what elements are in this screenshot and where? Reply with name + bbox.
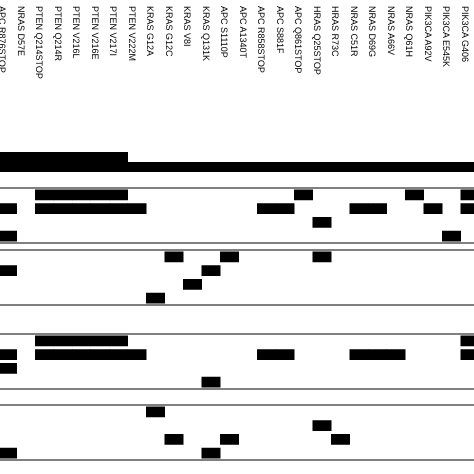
mutation-cell xyxy=(349,203,369,214)
mutation-cell xyxy=(35,335,54,347)
mutation-cell xyxy=(312,420,332,431)
mutation-cell xyxy=(312,251,332,263)
mutation-cell xyxy=(368,349,387,360)
mutation-cell xyxy=(201,265,221,276)
mutation-cell xyxy=(109,203,128,214)
mutation-cell xyxy=(257,349,276,360)
summary-bar-segment xyxy=(0,152,17,164)
summary-bar-segment xyxy=(72,152,91,164)
mutation-cell xyxy=(90,349,110,360)
mutation-cell xyxy=(0,265,17,276)
mutation-cell xyxy=(35,203,54,214)
summary-bar-baseline xyxy=(0,162,474,172)
mutation-cell xyxy=(35,349,54,360)
mutation-cell xyxy=(72,203,91,214)
mutation-cell xyxy=(109,349,128,360)
mutation-cell xyxy=(53,189,73,201)
mutation-cell xyxy=(90,203,110,214)
mutation-cell xyxy=(72,189,91,201)
mutation-cell xyxy=(0,349,17,360)
mutation-cell xyxy=(368,203,387,214)
mutation-cell xyxy=(460,349,474,360)
summary-bar-segment xyxy=(35,152,54,164)
summary-bar-segment xyxy=(16,152,36,164)
mutation-cell xyxy=(127,349,147,360)
mutation-cell xyxy=(312,217,332,228)
summary-bar-segment xyxy=(90,152,110,164)
mutation-cell xyxy=(423,203,443,214)
mutation-cell xyxy=(146,292,165,304)
mutation-cell xyxy=(201,376,221,388)
summary-bar-segment xyxy=(53,152,73,164)
mutation-cell xyxy=(405,189,424,201)
mutation-cell xyxy=(146,406,165,418)
mutation-cell xyxy=(53,335,73,347)
mutation-cell xyxy=(275,349,295,360)
mutation-cell xyxy=(257,203,276,214)
mutation-cell xyxy=(275,203,295,214)
mutation-cell xyxy=(72,335,91,347)
mutation-cell xyxy=(294,189,313,201)
mutation-cell xyxy=(109,189,128,201)
mutation-cell xyxy=(0,363,17,374)
mutation-cell xyxy=(0,447,17,459)
mutation-cell xyxy=(220,434,239,445)
mutation-cell xyxy=(349,349,369,360)
mutation-cell xyxy=(220,251,239,263)
mutation-cell xyxy=(72,349,91,360)
mutation-cell xyxy=(460,189,474,201)
mutation-cell xyxy=(90,189,110,201)
mutation-cell xyxy=(460,203,474,214)
mutation-cell xyxy=(35,189,54,201)
mutation-cell xyxy=(460,335,474,347)
mutation-cell xyxy=(164,434,184,445)
mutation-cell xyxy=(127,203,147,214)
mutation-cell xyxy=(164,251,184,263)
mutation-cell xyxy=(90,335,110,347)
mutation-cell xyxy=(53,203,73,214)
mutation-cell xyxy=(109,335,128,347)
mutation-cell xyxy=(183,279,202,290)
mutation-cell xyxy=(201,447,221,459)
mutation-cell xyxy=(386,349,406,360)
mutation-cell xyxy=(0,230,17,242)
mutation-cell xyxy=(442,230,461,242)
mutation-cell xyxy=(331,434,350,445)
mutation-cell xyxy=(0,203,17,214)
summary-bar-segment xyxy=(109,152,128,164)
mutation-cell xyxy=(53,349,73,360)
